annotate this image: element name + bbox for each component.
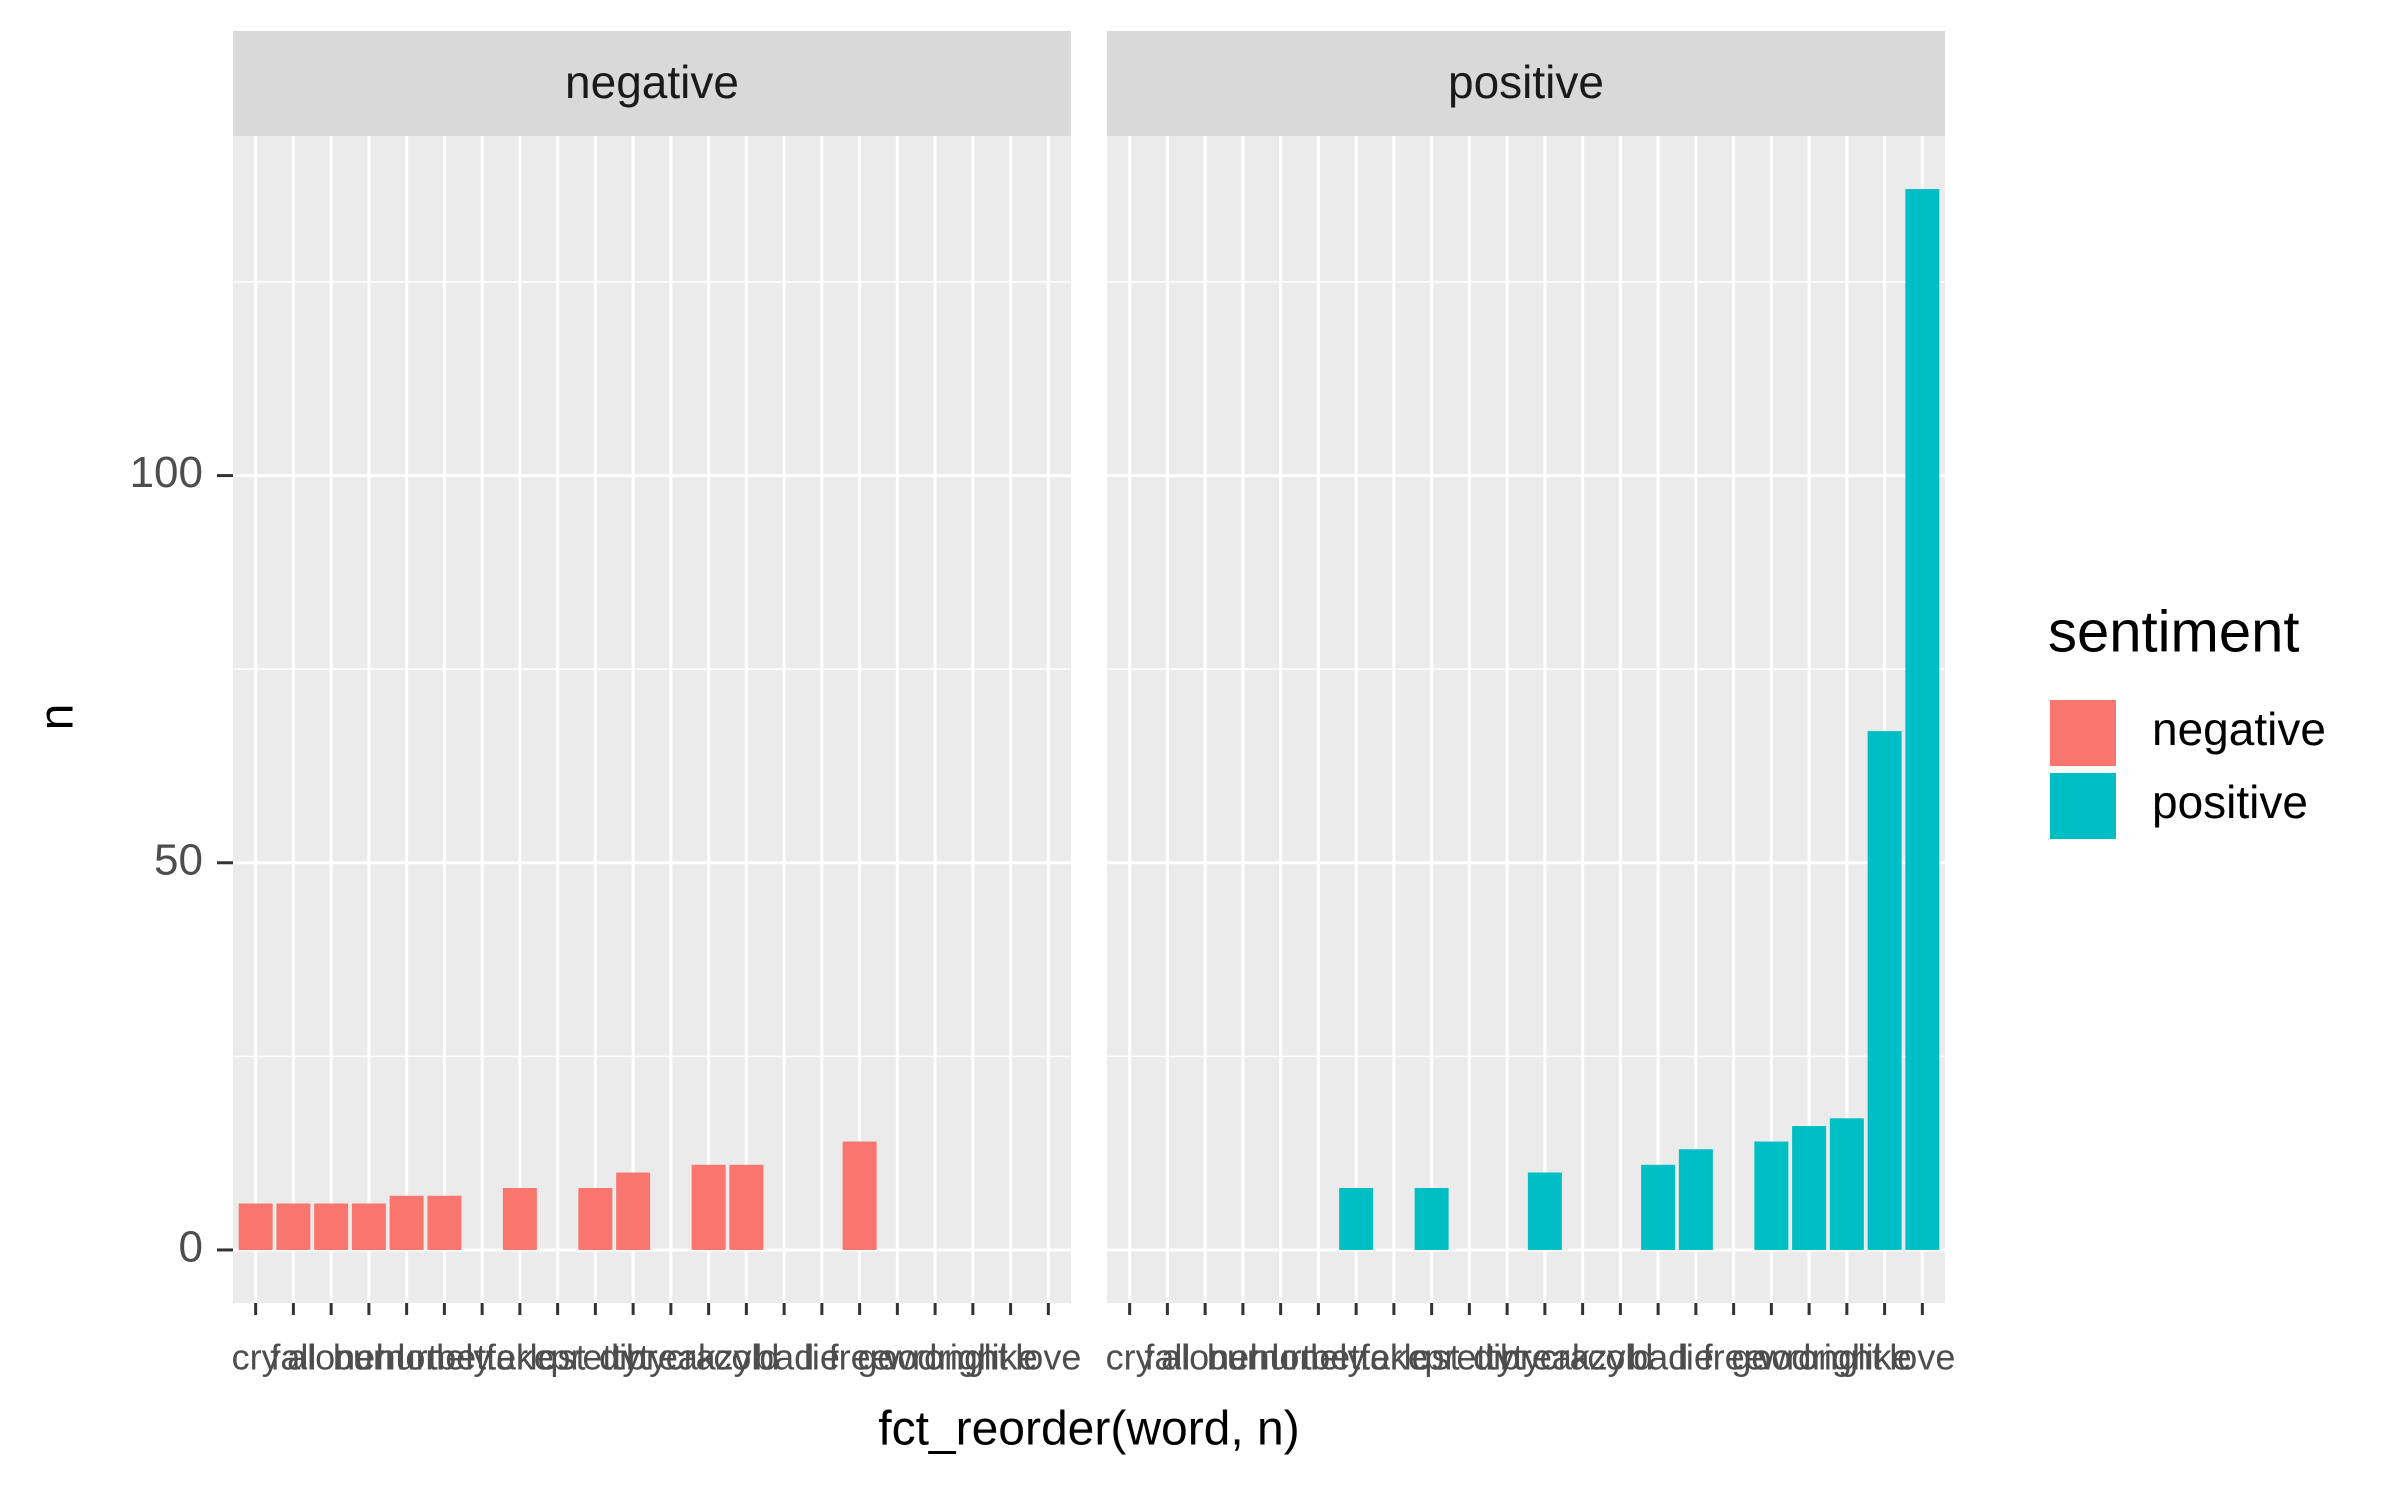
x-tick-label: fall [270,1337,316,1378]
x-tick-label: better [1310,1337,1402,1378]
x-tick-label: crazy [1540,1337,1626,1378]
x-tick-label: hurt [376,1337,438,1378]
x-tick-label: bad [1628,1337,1688,1378]
y-tick-label: 0 [179,1223,203,1272]
x-tick-label: better [436,1337,528,1378]
y-tick-label: 100 [130,448,203,497]
bar [1754,1141,1789,1250]
x-tick-label: lost [530,1337,586,1378]
x-tick-label: wrong [885,1337,984,1378]
bar [691,1164,726,1250]
strip-background [1107,31,1945,136]
x-tick-label: break [626,1337,717,1378]
bar [729,1164,764,1250]
bar [842,1141,877,1250]
bar [578,1188,613,1250]
y-axis-title: n [31,704,84,731]
x-tick-label: dirty [1473,1337,1541,1378]
bar [1527,1172,1562,1250]
x-tick-label: fall [1144,1337,1190,1378]
x-tick-label: bad [754,1337,814,1378]
bar [1792,1126,1827,1250]
x-tick-label: pretty [1424,1337,1514,1378]
bar [238,1203,273,1250]
strip-label: positive [1448,56,1604,108]
bar [502,1188,537,1250]
legend-key [2050,773,2116,839]
x-tick-label: dirty [599,1337,667,1378]
x-tick-label: hurt [1250,1337,1312,1378]
x-tick-label: like [1858,1337,1912,1378]
legend-title: sentiment [2048,599,2299,664]
bar [389,1195,424,1250]
x-tick-label: cry [1106,1337,1154,1378]
x-tick-label: free [829,1337,891,1378]
x-tick-label: right [1812,1337,1882,1378]
bar [1414,1188,1449,1250]
strip-background [233,31,1071,136]
bar [1829,1118,1864,1250]
panel-background [233,136,1071,1303]
x-tick-label: fake [486,1337,554,1378]
panel-background [1107,136,1945,1303]
x-tick-label: alone [1161,1337,1249,1378]
x-tick-label: lie [804,1337,840,1378]
legend-label: positive [2152,776,2308,828]
x-tick-label: burn [333,1337,405,1378]
bar [1339,1188,1374,1250]
x-tick-label: like [984,1337,1038,1378]
bar [314,1203,349,1250]
x-tick-label: good [1731,1337,1811,1378]
x-tick-label: good [857,1337,937,1378]
x-tick-label: fake [1360,1337,1428,1378]
x-tick-label: cold [713,1337,779,1378]
legend-label: negative [2152,703,2326,755]
x-tick-label: lonely [397,1337,491,1378]
x-tick-label: love [1889,1337,1955,1378]
x-tick-label: wrong [1759,1337,1858,1378]
x-axis-title: fct_reorder(word, n) [878,1403,1299,1456]
x-tick-label: break [1500,1337,1591,1378]
x-tick-label: pretty [550,1337,640,1378]
bar [616,1172,651,1250]
bar [1905,189,1940,1250]
bar [427,1195,462,1250]
x-tick-label: right [938,1337,1008,1378]
x-tick-label: lie [1678,1337,1714,1378]
x-tick-label: cry [232,1337,280,1378]
x-tick-label: crazy [666,1337,752,1378]
x-tick-label: lost [1404,1337,1460,1378]
bar [1678,1149,1713,1250]
x-tick-label: love [1015,1337,1081,1378]
x-tick-label: cold [1587,1337,1653,1378]
x-tick-label: free [1703,1337,1765,1378]
x-tick-label: lonely [1271,1337,1365,1378]
bar [351,1203,386,1250]
x-tick-label: alone [287,1337,375,1378]
legend-key [2050,700,2116,766]
x-tick-label: burn [1207,1337,1279,1378]
bar [1867,731,1902,1250]
y-tick-label: 50 [154,835,203,884]
strip-label: negative [565,56,739,108]
bar [276,1203,311,1250]
bar [1641,1164,1676,1250]
